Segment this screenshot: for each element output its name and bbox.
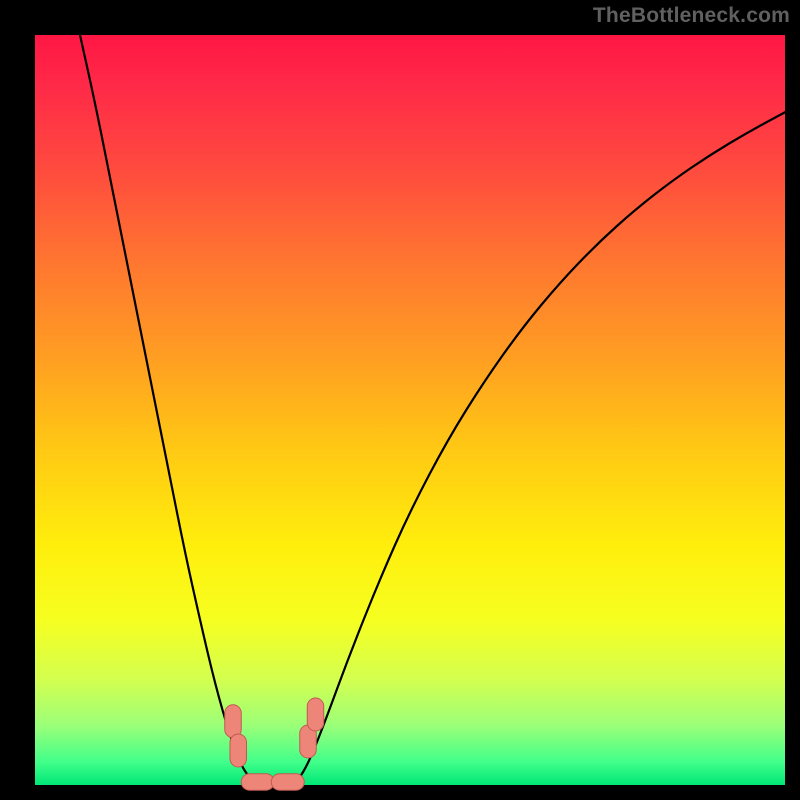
chart-container: TheBottleneck.com [0, 0, 800, 800]
marker-pill-2 [241, 774, 274, 791]
plot-gradient-bg [35, 35, 785, 785]
marker-pill-1 [230, 734, 247, 767]
marker-pill-5 [307, 698, 324, 731]
bottleneck-chart-svg [0, 0, 800, 800]
marker-pill-0 [225, 705, 242, 738]
marker-pill-3 [271, 774, 304, 791]
watermark-text: TheBottleneck.com [593, 4, 790, 28]
